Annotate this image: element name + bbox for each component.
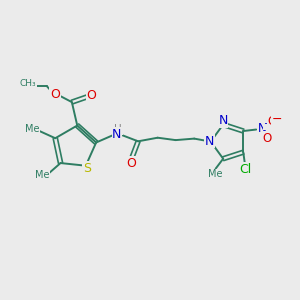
Text: Me: Me [208,169,223,179]
Text: −: − [272,113,282,126]
Text: O: O [268,115,277,128]
Text: O: O [262,132,272,145]
Text: Me: Me [35,170,49,180]
Text: O: O [50,88,60,101]
Text: O: O [127,157,136,170]
Text: Cl: Cl [240,163,252,176]
Text: CH₃: CH₃ [20,79,36,88]
Text: O: O [86,89,96,102]
Text: +: + [263,119,271,129]
Text: N: N [205,134,214,148]
Text: N: N [258,122,267,134]
Text: S: S [83,162,91,175]
Text: N: N [218,114,228,128]
Text: Me: Me [25,124,39,134]
Text: N: N [112,128,122,141]
Text: H: H [115,124,122,134]
